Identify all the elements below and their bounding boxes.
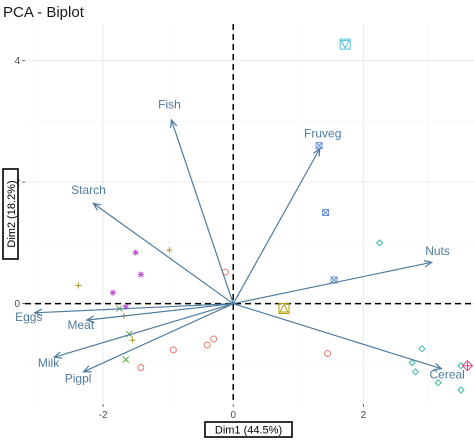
point	[109, 289, 116, 296]
point	[210, 335, 218, 343]
variable-label-milk: Milk	[38, 356, 60, 370]
x-axis-label-box: Dim1 (44.5%)	[204, 421, 293, 438]
point	[122, 303, 129, 310]
point	[278, 303, 290, 315]
point	[408, 358, 416, 367]
variable-arrow-pigpl	[82, 303, 234, 373]
variable-label-fruveg: Fruveg	[304, 126, 341, 140]
point	[137, 271, 144, 278]
zero-lines	[25, 24, 474, 404]
point	[339, 38, 351, 50]
point	[324, 350, 332, 358]
variable-label-meat: Meat	[68, 318, 95, 332]
variable-arrow-nuts	[233, 260, 434, 305]
point	[457, 386, 465, 394]
individual-points	[75, 38, 474, 394]
grid	[25, 24, 474, 404]
variable-arrow-milk	[52, 303, 234, 359]
point	[315, 142, 323, 150]
variable-arrow-cereal	[233, 303, 443, 371]
y-tick-label: 4	[14, 56, 20, 67]
variable-label-nuts: Nuts	[425, 244, 450, 258]
point	[203, 341, 211, 349]
point	[132, 249, 139, 256]
variable-arrow-meat	[85, 303, 234, 324]
variable-arrow-starch	[92, 202, 234, 305]
point	[434, 379, 442, 387]
point	[418, 344, 426, 353]
point	[322, 208, 330, 216]
point	[461, 359, 474, 372]
x-tick-label: -2	[99, 410, 108, 421]
point	[125, 330, 133, 338]
point	[122, 356, 130, 363]
y-tick-label: 0	[14, 299, 20, 310]
variable-label-fish: Fish	[158, 97, 181, 111]
y-axis-label-box: Dim2 (18.2%)	[2, 168, 19, 260]
variable-label-pigpl: Pigpl	[65, 371, 92, 385]
variable-label-starch: Starch	[71, 183, 106, 197]
x-axis-label: Dim1 (44.5%)	[215, 425, 282, 437]
variable-arrow-fruveg	[232, 147, 321, 304]
y-axis-label: Dim2 (18.2%)	[6, 180, 18, 247]
point	[75, 282, 82, 289]
x-tick-label: 0	[230, 410, 236, 421]
variable-arrow-eggs	[33, 303, 234, 317]
point	[129, 337, 136, 344]
variable-labels: Fish Fruveg Starch Nuts Eggs Meat Milk Cereal Pi…	[15, 97, 465, 385]
point	[169, 346, 177, 354]
point	[137, 364, 145, 372]
variable-arrow-fish	[170, 118, 234, 304]
point	[166, 247, 173, 254]
variable-label-eggs: Eggs	[15, 310, 42, 324]
variable-arrows	[33, 118, 443, 373]
point	[411, 368, 420, 376]
chart-title: PCA - Biplot	[3, 4, 85, 21]
axis-ticks: -202024	[14, 56, 366, 421]
x-tick-label: 2	[361, 410, 367, 421]
variable-label-cereal: Cereal	[430, 368, 465, 382]
point	[375, 239, 384, 247]
